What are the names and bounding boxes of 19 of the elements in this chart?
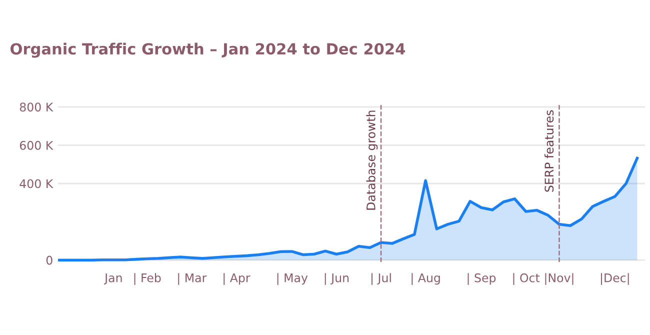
x-tick-label: | Mar [178,273,207,285]
x-tick-label: | Sep [468,273,496,285]
y-tick-label: 0 [46,256,52,265]
x-tick-label: | Apr [224,273,250,285]
x-tick-label: |Dec| [601,273,629,285]
x-tick-label: Jan [104,273,122,284]
y-tick-label: 400 K [20,179,54,188]
ref-line-label: Database growth [366,110,378,210]
x-tick-label: | Jul [372,273,391,285]
ref-line-label: SERP features [544,110,554,192]
y-tick-label: 800 K [20,102,54,112]
x-tick-label: |Nov| [545,273,574,285]
x-tick-label: | May [277,273,308,285]
x-tick-label: | Feb [134,273,161,285]
y-tick-label: 600 K [20,140,54,150]
x-tick-label: | Jun [324,273,349,285]
x-tick-label: | Aug [412,273,440,285]
chart-title: Organic Traffic Growth – Jan 2024 to Dec 2024 [10,42,406,58]
x-tick-label: | Oct [513,273,540,285]
